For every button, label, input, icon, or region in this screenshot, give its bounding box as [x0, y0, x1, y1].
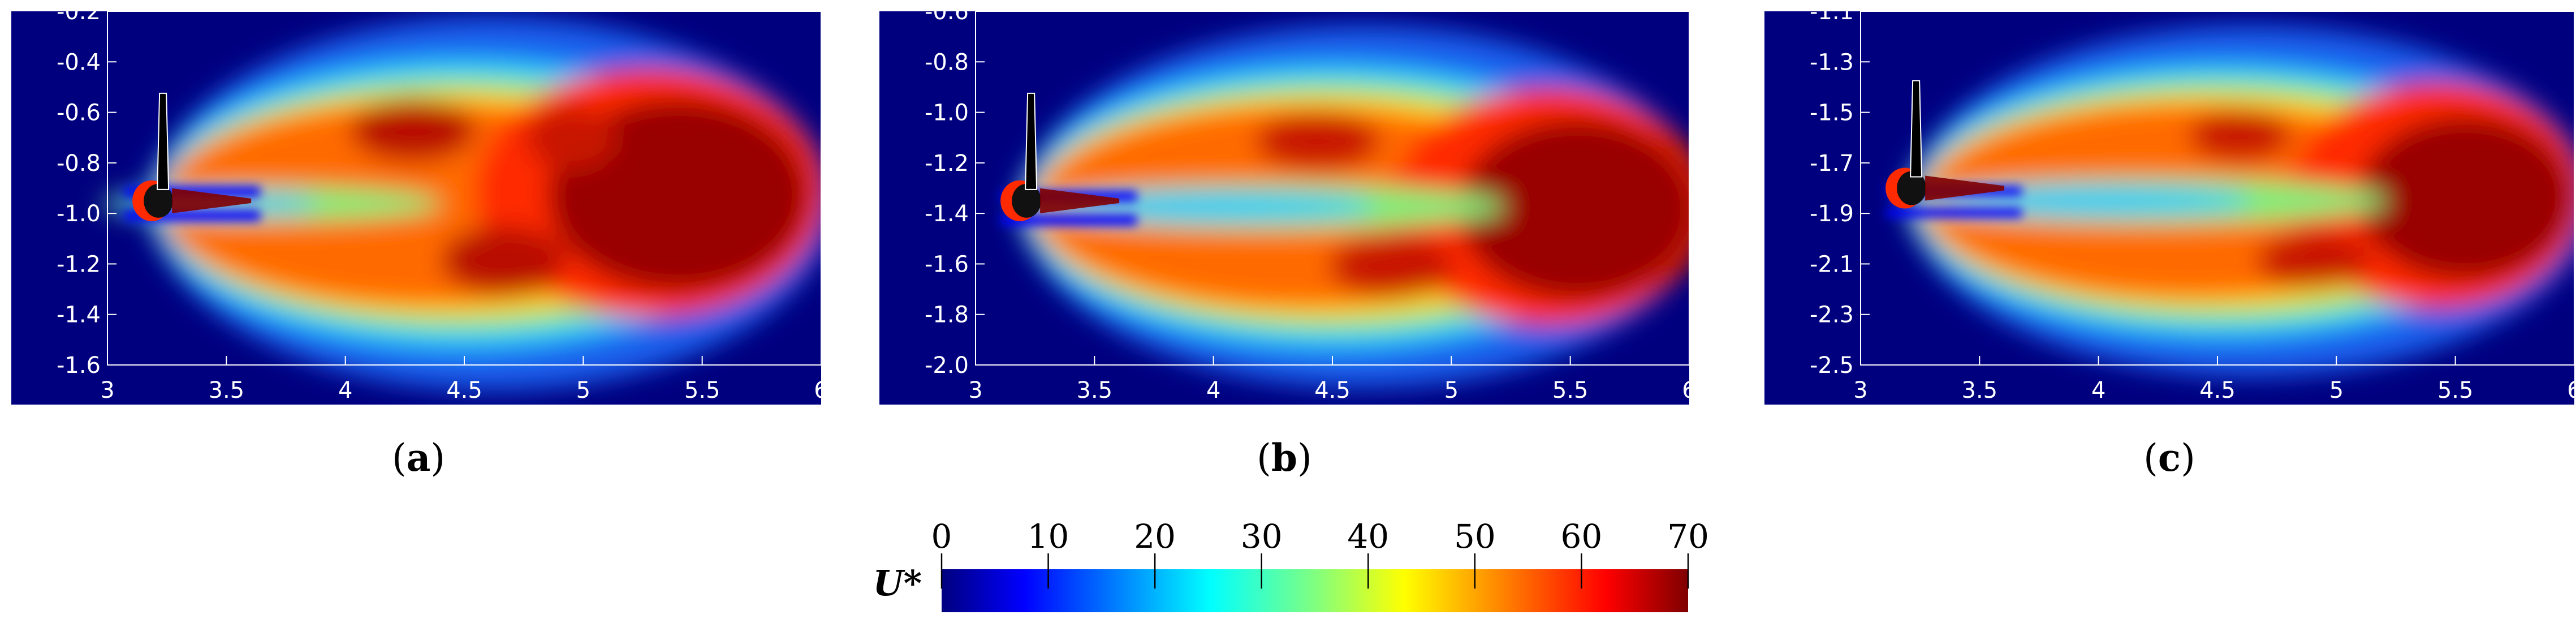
caption-b: (b) [1257, 436, 1312, 480]
caption-a: (a) [391, 436, 446, 480]
panel-a-x-tick-label: 5 [576, 377, 590, 403]
panel-b-x-tick-label: 6 [1682, 377, 1696, 403]
panel-a-field [102, 17, 821, 390]
colorbar-tick-label: 30 [1241, 517, 1283, 556]
panel-a-y-tick-label: -1.4 [57, 302, 101, 328]
panel-b-x-tick-label: 4.5 [1314, 377, 1350, 403]
colorbar-tick-label: 10 [1028, 517, 1069, 556]
panel-a [11, 11, 822, 405]
panel-a-y-tick-label: -0.8 [57, 151, 101, 177]
panel-c-x-tick-label: 3 [1853, 377, 1867, 403]
colorbar-label: U* [873, 562, 922, 604]
panel-c-x-tick-label: 4.5 [2199, 377, 2236, 403]
panel-b-y-tick-label: -2.0 [925, 353, 969, 379]
panel-c-rotor-hub [1897, 171, 1927, 205]
panel-b-x-tick-label: 4 [1206, 377, 1220, 403]
panel-b-y-tick-label: -1.0 [925, 100, 969, 126]
panel-c-x-tick-label: 4 [2091, 377, 2105, 403]
panel-c-y-tick-label: -2.5 [1810, 353, 1854, 379]
panel-a-x-tick-label: 3.5 [209, 377, 245, 403]
panel-b-near-wake [1040, 188, 1120, 213]
panel-c-y-tick-label: -2.3 [1810, 302, 1854, 328]
panel-b-x-tick-label: 5.5 [1552, 377, 1589, 403]
colorbar-tick-label: 40 [1347, 517, 1389, 556]
colorbar-tick-label: 0 [931, 517, 952, 556]
panel-a-x-tick-label: 4.5 [446, 377, 482, 403]
panel-a-x-tick-label: 5.5 [684, 377, 720, 403]
panel-c-x-tick-label: 5.5 [2437, 377, 2474, 403]
panel-c [1764, 11, 2575, 405]
panel-c-rotor-blade [1910, 80, 1923, 178]
panel-a-y-tick-label: -0.2 [57, 0, 101, 25]
panel-a-rotor-blade [157, 92, 170, 190]
panel-c-y-tick-label: -1.3 [1810, 49, 1854, 75]
panel-a-y-tick-label: -1.6 [57, 353, 101, 379]
panel-a-x-tick-label: 4 [338, 377, 352, 403]
panel-c-y-tick-label: -1.1 [1810, 0, 1854, 25]
panel-c-field [1886, 25, 2574, 376]
panel-b-y-tick-label: -0.8 [925, 49, 969, 75]
panel-b-y-tick-label: -1.2 [925, 151, 969, 177]
panel-c-y-tick-label: -1.9 [1810, 201, 1854, 227]
panel-c-x-tick-label: 3.5 [1962, 377, 1998, 403]
panel-b-y-tick-label: -1.8 [925, 302, 969, 328]
colorbar-tick-label: 70 [1667, 517, 1709, 556]
panel-a-y-tick-label: -1.2 [57, 251, 101, 277]
panel-c-x-tick-label: 5 [2329, 377, 2344, 403]
panel-b-rotor-hub [1012, 183, 1042, 218]
panel-c-near-wake [1925, 175, 2005, 201]
panel-a-rotor-hub [144, 183, 174, 218]
panel-c-y-tick-label: -2.1 [1810, 251, 1854, 277]
panel-a-near-wake [172, 188, 252, 213]
panel-c-x-tick-label: 6 [2567, 377, 2576, 403]
caption-c: (c) [2143, 436, 2195, 480]
colorbar-tick-label: 60 [1561, 517, 1603, 556]
panel-b-x-tick-label: 3.5 [1077, 377, 1113, 403]
panel-b-y-tick-label: -1.4 [925, 201, 969, 227]
panel-a-x-tick-label: 3 [100, 377, 114, 403]
panel-b-y-tick-label: -1.6 [925, 251, 969, 277]
colorbar-tick-label: 20 [1134, 517, 1176, 556]
panel-a-x-tick-label: 6 [814, 377, 828, 403]
panel-c-y-tick-label: -1.5 [1810, 100, 1854, 126]
colorbar-tick-label: 50 [1454, 517, 1496, 556]
panel-a-y-tick-label: -0.6 [57, 100, 101, 126]
panel-b-x-tick-label: 5 [1444, 377, 1459, 403]
panel-b-rotor-blade [1025, 92, 1038, 190]
panel-b [879, 11, 1690, 405]
panel-a-y-tick-label: -1.0 [57, 201, 101, 227]
panel-b-y-tick-label: -0.6 [925, 0, 969, 25]
colorbar-gradient [942, 569, 1688, 612]
panel-b-x-tick-label: 3 [968, 377, 982, 403]
panel-a-y-tick-label: -0.4 [57, 49, 101, 75]
panel-b-field [1001, 25, 1689, 388]
panel-c-y-tick-label: -1.7 [1810, 151, 1854, 177]
colorbar: U* 0 10 20 30 40 50 60 70 [873, 517, 1709, 612]
